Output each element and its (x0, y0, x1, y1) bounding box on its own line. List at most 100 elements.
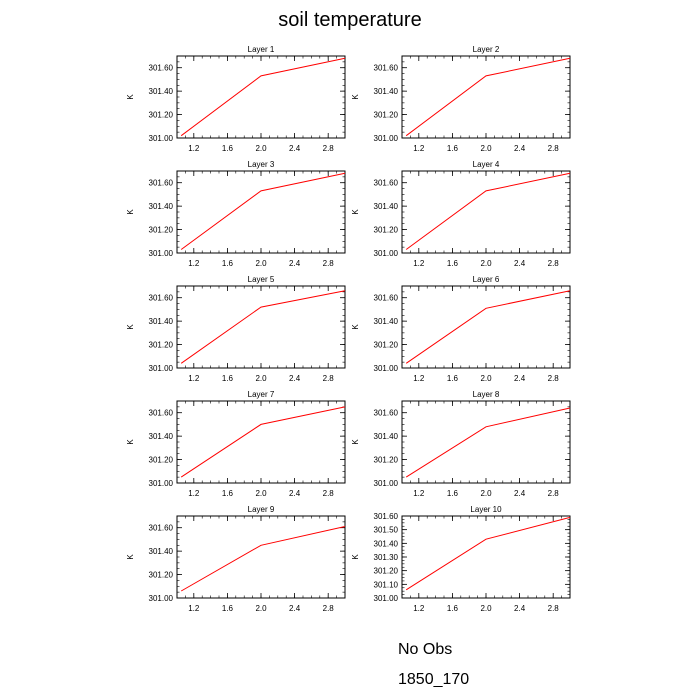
panel-4: 1.2 1.6 2.0 2.4 2.8 301.00 301.20 301.40 301.60 L… (351, 160, 571, 268)
y-axis-label: K (126, 324, 135, 330)
x-tick-label: 1.6 (222, 144, 234, 153)
x-tick-label: 2.8 (323, 489, 335, 498)
x-tick-label: 1.6 (222, 489, 234, 498)
x-tick-label: 2.8 (548, 259, 560, 268)
y-tick-label: 301.00 (374, 479, 399, 488)
y-tick-label: 301.40 (374, 202, 399, 211)
y-tick-label: 301.40 (374, 87, 399, 96)
figure-title: soil temperature (278, 9, 422, 31)
y-axis-label: K (351, 94, 360, 100)
y-tick-label: 301.40 (149, 87, 174, 96)
panel-title: Layer 7 (248, 390, 275, 399)
y-tick-label: 301.20 (374, 567, 399, 576)
panel-1: 1.2 1.6 2.0 2.4 2.8 301.00 301.20 301.40 301.60 L… (126, 45, 346, 153)
panel-title: Layer 3 (248, 160, 275, 169)
plot-frame (401, 285, 571, 369)
y-tick-label: 301.20 (149, 341, 174, 350)
x-tick-label: 1.2 (413, 374, 425, 383)
x-tick-label: 2.8 (323, 604, 335, 613)
legend-item-no-obs: No Obs (230, 638, 530, 662)
x-tick-label: 2.8 (548, 374, 560, 383)
y-tick-label: 301.00 (149, 594, 174, 603)
y-tick-label: 301.20 (149, 226, 174, 235)
panel-title: Layer 6 (473, 275, 500, 284)
x-tick-label: 2.0 (255, 374, 267, 383)
legend-label: 1850_170 (398, 671, 470, 688)
y-tick-label: 301.60 (149, 524, 174, 533)
x-tick-label: 2.4 (289, 489, 301, 498)
x-tick-label: 2.4 (514, 604, 526, 613)
panel-title: Layer 9 (248, 505, 275, 514)
y-tick-label: 301.40 (149, 547, 174, 556)
y-tick-label: 301.00 (149, 134, 174, 143)
x-tick-label: 2.8 (548, 489, 560, 498)
y-tick-label: 301.20 (149, 571, 174, 580)
x-tick-label: 2.0 (480, 489, 492, 498)
y-tick-label: 301.00 (374, 594, 399, 603)
y-tick-label: 301.60 (374, 294, 399, 303)
y-tick-label: 301.60 (149, 409, 174, 418)
y-tick-label: 301.20 (374, 111, 399, 120)
x-tick-label: 2.8 (323, 259, 335, 268)
y-axis-label: K (126, 439, 135, 445)
panel-3: 1.2 1.6 2.0 2.4 2.8 301.00 301.20 301.40 301.60 L… (126, 160, 346, 268)
plot-frame (401, 170, 571, 254)
legend-item-1850-170: 1850_170 (230, 668, 530, 692)
x-tick-label: 2.0 (480, 259, 492, 268)
panel-8: 1.2 1.6 2.0 2.4 2.8 301.00 301.20 301.40 301.60 L… (351, 390, 571, 498)
panel-7: 1.2 1.6 2.0 2.4 2.8 301.00 301.20 301.40 301.60 L… (126, 390, 346, 498)
y-axis-label: K (351, 324, 360, 330)
y-axis-label: K (126, 554, 135, 560)
panel-9: 1.2 1.6 2.0 2.4 2.8 301.00 301.20 301.40 301.60 L… (126, 505, 346, 613)
y-tick-label: 301.30 (374, 553, 399, 562)
x-tick-label: 1.2 (188, 374, 200, 383)
y-tick-label: 301.60 (374, 179, 399, 188)
x-tick-label: 2.4 (514, 259, 526, 268)
x-tick-label: 1.6 (222, 604, 234, 613)
x-tick-label: 1.2 (188, 259, 200, 268)
x-tick-label: 2.0 (480, 374, 492, 383)
legend-label: No Obs (398, 641, 453, 658)
series-line (405, 57, 571, 137)
panel-title: Layer 10 (470, 505, 502, 514)
y-tick-label: 301.20 (149, 111, 174, 120)
x-tick-label: 1.2 (413, 604, 425, 613)
y-tick-label: 301.00 (149, 249, 174, 258)
panel-5: 1.2 1.6 2.0 2.4 2.8 301.00 301.20 301.40 301.60 L… (126, 275, 346, 383)
x-tick-label: 2.0 (480, 604, 492, 613)
y-tick-label: 301.40 (149, 432, 174, 441)
x-tick-label: 2.8 (323, 374, 335, 383)
y-axis-label: K (126, 94, 135, 100)
x-tick-label: 2.4 (289, 144, 301, 153)
x-tick-label: 2.4 (514, 374, 526, 383)
y-tick-label: 301.10 (374, 580, 399, 589)
plot-frame (176, 515, 346, 599)
x-tick-label: 2.8 (548, 604, 560, 613)
series-line (405, 172, 571, 250)
y-tick-label: 301.40 (374, 539, 399, 548)
y-axis-label: K (126, 209, 135, 215)
y-tick-label: 301.20 (374, 456, 399, 465)
series-line (180, 406, 346, 478)
panel-title: Layer 8 (473, 390, 500, 399)
x-tick-label: 1.6 (447, 374, 459, 383)
x-tick-label: 2.0 (480, 144, 492, 153)
x-tick-label: 2.8 (323, 144, 335, 153)
y-tick-label: 301.20 (374, 341, 399, 350)
plot-frame (401, 515, 571, 599)
x-tick-label: 1.2 (188, 604, 200, 613)
y-tick-label: 301.60 (149, 294, 174, 303)
panel-title: Layer 4 (473, 160, 500, 169)
y-tick-label: 301.60 (374, 512, 399, 521)
y-tick-label: 301.40 (374, 317, 399, 326)
y-tick-label: 301.50 (374, 526, 399, 535)
x-tick-label: 2.0 (255, 604, 267, 613)
y-axis-label: K (351, 209, 360, 215)
x-tick-label: 1.6 (447, 259, 459, 268)
y-tick-label: 301.00 (149, 364, 174, 373)
x-tick-label: 2.4 (289, 374, 301, 383)
x-tick-label: 1.6 (222, 374, 234, 383)
x-tick-label: 1.6 (222, 259, 234, 268)
series-line (405, 290, 571, 364)
